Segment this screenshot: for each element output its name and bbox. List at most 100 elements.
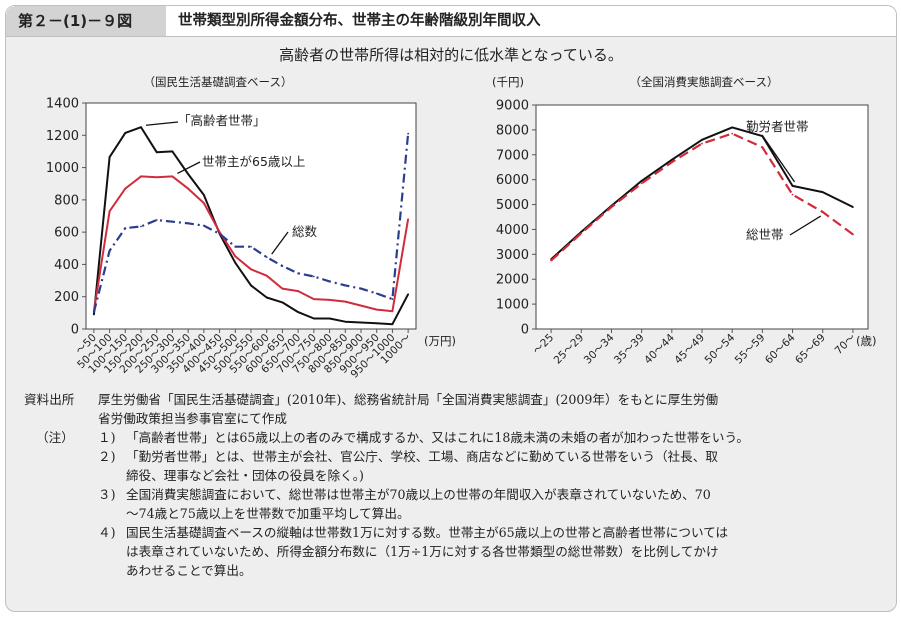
left-chart-title: （国民生活基礎調査ベース） xyxy=(144,75,293,89)
x-tick-label: 65～69 xyxy=(793,332,828,367)
data-point xyxy=(171,150,174,153)
data-point xyxy=(234,245,237,248)
data-point xyxy=(821,191,824,194)
callout-leader xyxy=(271,231,289,255)
data-point xyxy=(852,233,854,236)
series-label: 勤労者世帯 xyxy=(746,119,809,134)
data-point xyxy=(155,151,158,154)
data-point xyxy=(312,275,315,278)
data-point xyxy=(218,232,221,235)
data-point xyxy=(580,232,583,235)
x-tick-label: 70～ xyxy=(833,331,859,357)
y-tick-label: 1000 xyxy=(46,161,79,176)
note-number: １) xyxy=(98,430,116,445)
data-point xyxy=(407,293,410,296)
note-line: 「高齢者世帯」とは65歳以上の者のみで構成するか、又はこれに18歳未満の未婚の者… xyxy=(126,430,749,445)
y-tick-label: 1400 xyxy=(46,97,79,112)
data-point xyxy=(375,308,378,311)
x-tick-label: 30～34 xyxy=(582,331,617,366)
data-point xyxy=(731,126,734,129)
figure-subtitle: 高齢者の世帯所得は相対的に低水準となっている。 xyxy=(279,46,623,64)
data-point xyxy=(250,245,252,248)
right-chart-title: （全国消費実態調査ベース） xyxy=(630,75,779,89)
y-tick-label: 2000 xyxy=(496,273,529,288)
note-number: ２) xyxy=(98,449,116,464)
y-tick-label: 0 xyxy=(71,323,79,338)
figure-title: 世帯類型別所得金額分布、世帯主の年齢階級別年間収入 xyxy=(178,13,541,29)
x-unit-label: (万円) xyxy=(424,334,456,348)
callout-leader xyxy=(145,121,179,126)
data-point xyxy=(670,161,673,164)
data-point xyxy=(640,182,643,185)
data-point xyxy=(791,184,794,187)
callout-leader xyxy=(177,161,201,175)
note-line: 国民生活基礎調査ベースの縦軸は世帯数1万に対する数。世帯主が65歳以上の世帯と高… xyxy=(126,525,729,540)
note-line: は表章されていないため、所得金額分布数に（1万÷1万に対する各世帯類型の総世帯数… xyxy=(126,544,719,559)
data-point xyxy=(187,187,190,190)
data-point xyxy=(312,317,315,320)
data-point xyxy=(312,298,315,301)
data-point xyxy=(375,322,378,325)
data-point xyxy=(281,301,284,304)
data-point xyxy=(640,180,643,182)
x-tick-label: 25～29 xyxy=(552,332,587,367)
x-tick-label: ～25 xyxy=(531,332,556,357)
data-point xyxy=(108,249,111,252)
data-point xyxy=(265,256,268,259)
data-point xyxy=(92,311,95,313)
x-tick-label: 55～59 xyxy=(733,332,768,367)
data-point xyxy=(821,211,824,213)
data-point xyxy=(344,300,347,303)
data-point xyxy=(791,193,794,196)
callout-leader xyxy=(761,134,796,183)
data-point xyxy=(202,224,205,227)
data-point xyxy=(187,173,190,175)
note-number: ４) xyxy=(98,525,116,540)
data-point xyxy=(140,126,142,129)
data-point xyxy=(124,227,127,230)
plot-area xyxy=(535,104,869,330)
y-tick-label: 5000 xyxy=(496,198,529,213)
notes: 資料出所 厚生労働省「国民生活基礎調査」(2010年)、総務省統計局「全国消費実… xyxy=(24,390,884,580)
data-point xyxy=(265,274,268,277)
right-chart: (千円) （全国消費実態調査ベース） 0 1000 2000 3000 4000 5000… xyxy=(492,75,876,367)
data-point xyxy=(360,321,362,324)
data-point xyxy=(92,313,95,316)
data-point xyxy=(250,268,252,271)
data-point xyxy=(297,272,300,275)
data-point xyxy=(360,287,362,290)
data-point xyxy=(391,323,394,326)
notes-label: （注） xyxy=(36,430,74,445)
figure-header: 第２－(1)－９図 世帯類型別所得金額分布、世帯主の年齢階級別年間収入 xyxy=(6,6,896,37)
data-point xyxy=(407,218,410,221)
note-row-1: （注） １) 「高齢者世帯」とは65歳以上の者のみで構成するか、又はこれに18歳… xyxy=(24,428,884,447)
figure-number: 第２－(1)－９図 xyxy=(6,6,166,36)
data-point xyxy=(852,206,854,208)
series-line xyxy=(550,132,854,262)
y-tick-label: 800 xyxy=(54,193,79,208)
data-point xyxy=(297,311,300,313)
data-point xyxy=(297,290,300,292)
x-unit-label: (歳) xyxy=(856,334,876,348)
y-tick-label: 4000 xyxy=(496,223,529,238)
data-point xyxy=(328,299,331,301)
note-line: 全国消費実態調査において、総世帯は世帯主が70歳以上の世帯の年間収入が表章されて… xyxy=(126,487,711,502)
x-tick-label: 35～39 xyxy=(612,332,647,367)
y-tick-label: 200 xyxy=(54,290,79,305)
y-tick-label: 8000 xyxy=(496,123,529,138)
data-point xyxy=(265,296,268,299)
data-point xyxy=(328,280,331,283)
plot-area xyxy=(85,102,417,330)
data-point xyxy=(202,194,205,196)
data-point xyxy=(328,317,331,320)
data-point xyxy=(344,284,347,287)
data-point xyxy=(108,210,111,213)
data-point xyxy=(610,206,613,208)
data-point xyxy=(391,298,394,301)
data-point xyxy=(344,320,347,323)
left-chart: （国民生活基礎調査ベース） 0200400600800100012001400～… xyxy=(46,75,456,381)
data-point xyxy=(250,284,252,287)
y-tick-label: 0 xyxy=(521,323,529,338)
data-point xyxy=(218,231,221,234)
data-point xyxy=(202,202,205,204)
